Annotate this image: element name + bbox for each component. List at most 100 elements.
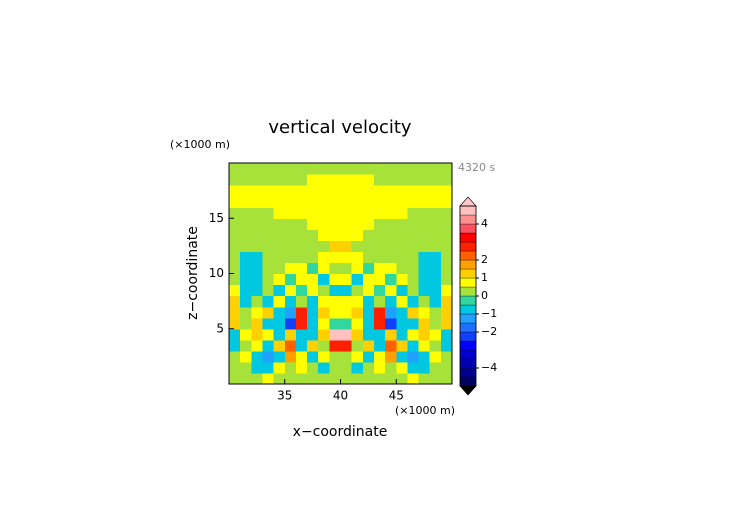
cell: [418, 306, 431, 319]
cell: [273, 350, 286, 363]
colorbar-tick-label: 4: [481, 217, 488, 230]
cell: [385, 284, 397, 297]
cell: [418, 163, 431, 175]
cell: [396, 240, 408, 252]
cell: [229, 350, 241, 363]
cell: [229, 284, 241, 297]
cell: [407, 350, 420, 363]
x-tick-label: 40: [333, 389, 348, 403]
cell: [295, 350, 308, 363]
colorbar-under: [459, 385, 477, 396]
cell: [284, 218, 297, 230]
cell: [396, 273, 408, 286]
cell: [407, 306, 420, 319]
cell: [429, 185, 442, 197]
cell: [229, 317, 241, 330]
cell: [251, 361, 264, 374]
cell: [429, 163, 442, 175]
cell: [229, 295, 241, 308]
cell: [273, 317, 286, 330]
cell: [240, 240, 252, 252]
cell: [273, 262, 286, 275]
cell: [407, 317, 420, 330]
cell: [396, 218, 408, 230]
cell: [440, 163, 453, 175]
cell: [240, 273, 252, 286]
cell: [340, 306, 353, 319]
cell: [418, 339, 431, 352]
cell: [396, 328, 408, 341]
x-tick-label: 45: [389, 389, 404, 403]
cell: [351, 251, 364, 264]
cell: [284, 163, 297, 175]
cell: [284, 328, 297, 341]
cell: [418, 372, 431, 385]
cell: [295, 229, 308, 241]
cell: [373, 306, 386, 319]
cell: [240, 350, 252, 363]
cell: [440, 361, 453, 374]
cell: [362, 218, 375, 230]
cell: [351, 306, 364, 319]
colorbar-band: [459, 313, 477, 324]
cell: [318, 372, 330, 385]
cell: [418, 361, 431, 374]
cell: [340, 185, 353, 197]
cell: [440, 328, 453, 341]
cell: [362, 361, 375, 374]
cell: [295, 163, 308, 175]
cell: [307, 240, 319, 252]
cell: [340, 328, 353, 341]
cell: [429, 229, 442, 241]
cell: [262, 328, 275, 341]
cell: [273, 372, 286, 385]
cell: [407, 229, 420, 241]
cell: [229, 218, 241, 230]
cell: [295, 251, 308, 264]
x-axis-label: x−coordinate: [293, 424, 388, 440]
cell: [329, 273, 342, 286]
cell: [429, 295, 442, 308]
cell: [418, 350, 431, 363]
cell: [240, 196, 252, 208]
cell: [429, 306, 442, 319]
cell: [396, 295, 408, 308]
cell: [362, 284, 375, 297]
cell: [373, 218, 386, 230]
cell: [251, 229, 264, 241]
cell: [351, 372, 364, 385]
cell: [307, 218, 319, 230]
cell: [396, 185, 408, 197]
cell: [351, 240, 364, 252]
colorbar-band: [459, 286, 477, 297]
cell: [429, 350, 442, 363]
cell: [273, 185, 286, 197]
cell: [329, 328, 342, 341]
cell: [240, 218, 252, 230]
cell: [407, 361, 420, 374]
cell: [362, 174, 375, 186]
cell: [396, 361, 408, 374]
cell: [340, 262, 353, 275]
cell: [362, 163, 375, 175]
cell: [396, 174, 408, 186]
cell: [351, 317, 364, 330]
y-axis-label: z−coordinate: [185, 226, 201, 320]
cell: [273, 229, 286, 241]
cell: [385, 229, 397, 241]
cell: [229, 174, 241, 186]
cell: [362, 306, 375, 319]
cell: [262, 350, 275, 363]
cell: [440, 207, 453, 219]
cell: [340, 339, 353, 352]
cell: [418, 273, 431, 286]
cell: [318, 174, 330, 186]
cell: [284, 174, 297, 186]
colorbar-tick-label: −4: [481, 361, 497, 374]
cell: [429, 196, 442, 208]
cell: [240, 174, 252, 186]
colorbar-band: [459, 214, 477, 225]
cell: [418, 240, 431, 252]
x-unit: (×1000 m): [395, 404, 455, 417]
cell: [262, 317, 275, 330]
